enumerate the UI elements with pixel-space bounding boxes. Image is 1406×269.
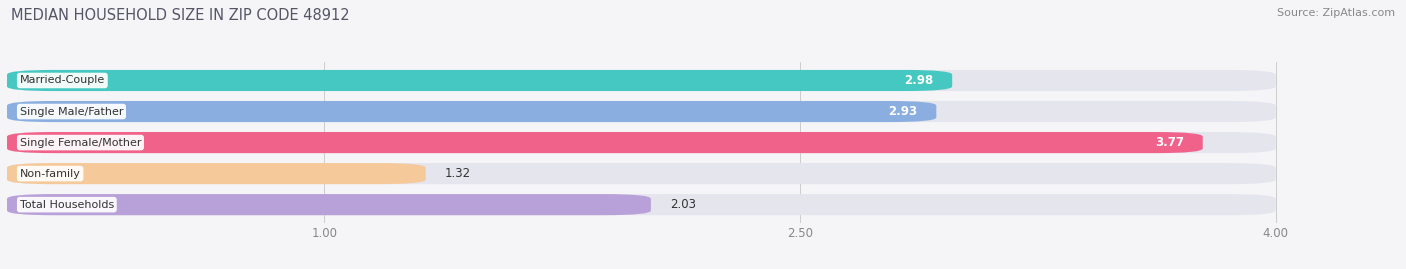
Text: Source: ZipAtlas.com: Source: ZipAtlas.com: [1277, 8, 1395, 18]
FancyBboxPatch shape: [7, 194, 651, 215]
FancyBboxPatch shape: [7, 70, 952, 91]
FancyBboxPatch shape: [7, 132, 1275, 153]
Text: MEDIAN HOUSEHOLD SIZE IN ZIP CODE 48912: MEDIAN HOUSEHOLD SIZE IN ZIP CODE 48912: [11, 8, 350, 23]
Text: Single Male/Father: Single Male/Father: [20, 107, 124, 116]
Text: 2.98: 2.98: [904, 74, 934, 87]
FancyBboxPatch shape: [7, 70, 1275, 91]
Text: 1.32: 1.32: [444, 167, 471, 180]
FancyBboxPatch shape: [7, 101, 1275, 122]
Text: Married-Couple: Married-Couple: [20, 76, 105, 86]
FancyBboxPatch shape: [7, 194, 1275, 215]
FancyBboxPatch shape: [7, 163, 426, 184]
Text: Total Households: Total Households: [20, 200, 114, 210]
Text: Single Female/Mother: Single Female/Mother: [20, 137, 141, 148]
Text: 2.93: 2.93: [889, 105, 917, 118]
FancyBboxPatch shape: [7, 132, 1202, 153]
Text: 2.03: 2.03: [669, 198, 696, 211]
FancyBboxPatch shape: [7, 101, 936, 122]
Text: 3.77: 3.77: [1154, 136, 1184, 149]
FancyBboxPatch shape: [7, 163, 1275, 184]
Text: Non-family: Non-family: [20, 169, 80, 179]
